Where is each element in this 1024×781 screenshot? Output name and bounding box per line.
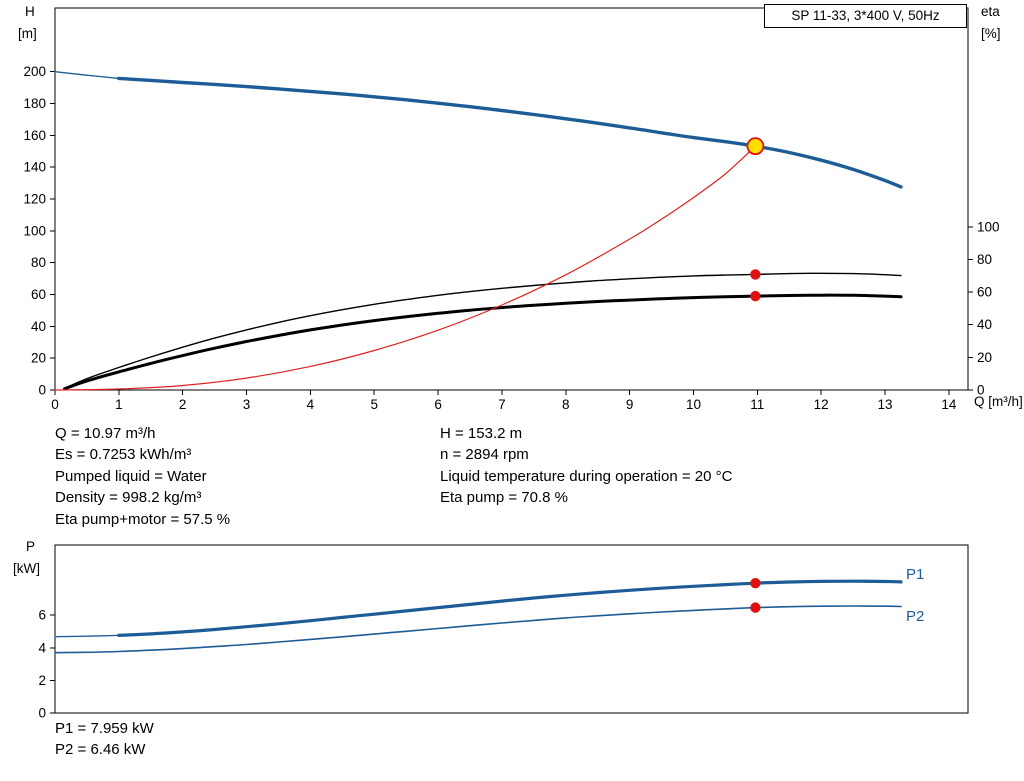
q-axis-title: Q [m³/h]	[974, 394, 1023, 409]
eta-pump-motor-curve	[63, 293, 903, 391]
y-tick-label-left: 180	[23, 96, 46, 111]
hq-eta-chart: 0 1 2 3 4 5 6 7 8 9 10 11 12 13 1402040608010012014016…	[23, 7, 1000, 412]
H-curve-thin	[54, 71, 120, 80]
p2-curve-label: P2	[906, 608, 925, 625]
eta-axis-title: eta	[981, 4, 1000, 19]
P1	[117, 579, 903, 637]
eta-axis-unit: [%]	[981, 26, 1001, 41]
eta-pump-motor-point-marker	[750, 290, 761, 302]
P1-thin	[54, 634, 120, 638]
x-tick-label: 10	[686, 397, 701, 412]
info-p2-power: P2 = 6.46 kW	[55, 741, 146, 758]
plot-frame	[54, 544, 969, 714]
y-tick-label-left: 0	[38, 383, 46, 398]
x-tick-label: 9	[626, 397, 634, 412]
P2	[54, 605, 902, 654]
x-tick-label: 5	[370, 397, 378, 412]
info-p1-power: P1 = 7.959 kW	[55, 720, 154, 737]
x-tick-label: 7	[498, 397, 506, 412]
y-tick-label-left: 200	[23, 64, 46, 79]
x-tick-label: 11	[750, 397, 764, 412]
x-tick-label: 12	[814, 397, 829, 412]
P2-point-marker	[750, 602, 761, 613]
y-tick-label-left: 100	[23, 223, 46, 238]
y-tick-label-left: 4	[38, 640, 46, 655]
info-flow: Q = 10.97 m³/h	[55, 425, 156, 442]
power-chart: 0 2 4 6	[38, 544, 969, 721]
H-curve	[117, 76, 903, 189]
h-axis-unit: [m]	[18, 26, 37, 41]
x-tick-label: 2	[179, 397, 187, 412]
info-liquid-temperature: Liquid temperature during operation = 20…	[440, 468, 733, 485]
eta-pump-curve	[63, 272, 902, 390]
x-tick-label: 8	[562, 397, 570, 412]
p-axis-unit: [kW]	[13, 561, 40, 576]
x-tick-label: 4	[307, 397, 315, 412]
y-tick-label-left: 40	[31, 319, 46, 334]
h-axis-title: H	[25, 4, 35, 19]
info-pumped-liquid: Pumped liquid = Water	[55, 468, 207, 485]
y-tick-label-left: 6	[38, 608, 46, 623]
y-tick-label-left: 0	[38, 706, 46, 721]
system-curve	[54, 145, 756, 391]
y-tick-label-left: 60	[31, 287, 46, 302]
x-tick-label: 3	[243, 397, 251, 412]
y-tick-label-left: 140	[23, 160, 46, 175]
duty-point-marker	[746, 137, 765, 156]
info-head: H = 153.2 m	[440, 425, 523, 442]
x-tick-label: 13	[877, 397, 892, 412]
x-tick-label: 1	[115, 397, 123, 412]
plot-frame	[54, 7, 969, 391]
y-tick-label-right: 40	[977, 317, 992, 332]
pump-model-box: SP 11-33, 3*400 V, 50Hz	[764, 4, 967, 28]
p-axis-title: P	[26, 539, 36, 554]
eta-pump-point-marker	[750, 269, 761, 280]
y-tick-label-left: 160	[23, 128, 46, 143]
y-tick-label-right: 0	[977, 383, 985, 398]
x-tick-label: 6	[434, 397, 442, 412]
y-tick-label-left: 80	[31, 255, 46, 270]
info-speed: n = 2894 rpm	[440, 446, 529, 463]
y-tick-label-left: 2	[38, 673, 46, 688]
info-eta-pump-motor: Eta pump+motor = 57.5 %	[55, 511, 231, 528]
info-eta-pump: Eta pump = 70.8 %	[440, 489, 568, 506]
info-density: Density = 998.2 kg/m³	[55, 489, 202, 506]
info-specific-energy: Es = 0.7253 kWh/m³	[55, 446, 192, 463]
x-tick-label: 14	[941, 397, 957, 412]
P1-point-marker	[750, 577, 761, 589]
y-tick-label-left: 120	[23, 192, 46, 207]
y-tick-label-right: 20	[977, 350, 992, 365]
p1-curve-label: P1	[906, 566, 925, 583]
y-tick-label-left: 20	[31, 351, 46, 366]
x-tick-label: 0	[51, 397, 59, 412]
y-tick-label-right: 60	[977, 285, 992, 300]
y-tick-label-right: 80	[977, 252, 992, 267]
y-tick-label-right: 100	[977, 219, 1000, 234]
